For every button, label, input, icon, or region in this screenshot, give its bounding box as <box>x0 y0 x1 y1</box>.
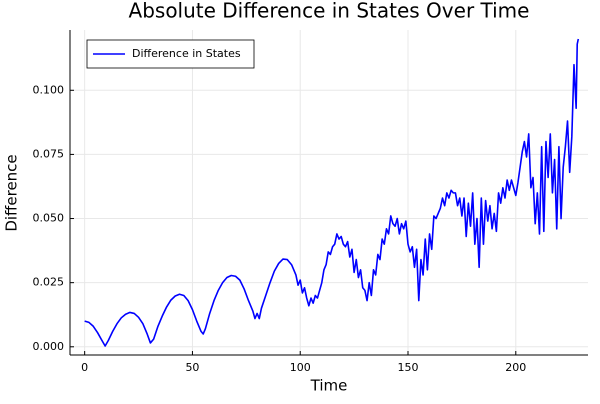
legend-label: Difference in States <box>132 47 241 60</box>
y-tick-label: 0.025 <box>33 276 65 289</box>
x-tick-label: 0 <box>81 361 88 374</box>
x-axis-label: Time <box>310 377 348 395</box>
x-tick-label: 100 <box>290 361 311 374</box>
x-tick-label: 150 <box>398 361 419 374</box>
x-tick-label: 50 <box>185 361 199 374</box>
data-line <box>84 38 580 347</box>
chart-title: Absolute Difference in States Over Time <box>129 0 530 23</box>
x-tick-label: 200 <box>505 361 526 374</box>
y-tick-label: 0.075 <box>33 147 65 160</box>
y-tick-label: 0.000 <box>33 340 65 353</box>
y-tick-label: 0.050 <box>33 212 65 225</box>
y-tick-label: 0.100 <box>33 83 65 96</box>
y-axis-label: Difference <box>3 154 21 231</box>
